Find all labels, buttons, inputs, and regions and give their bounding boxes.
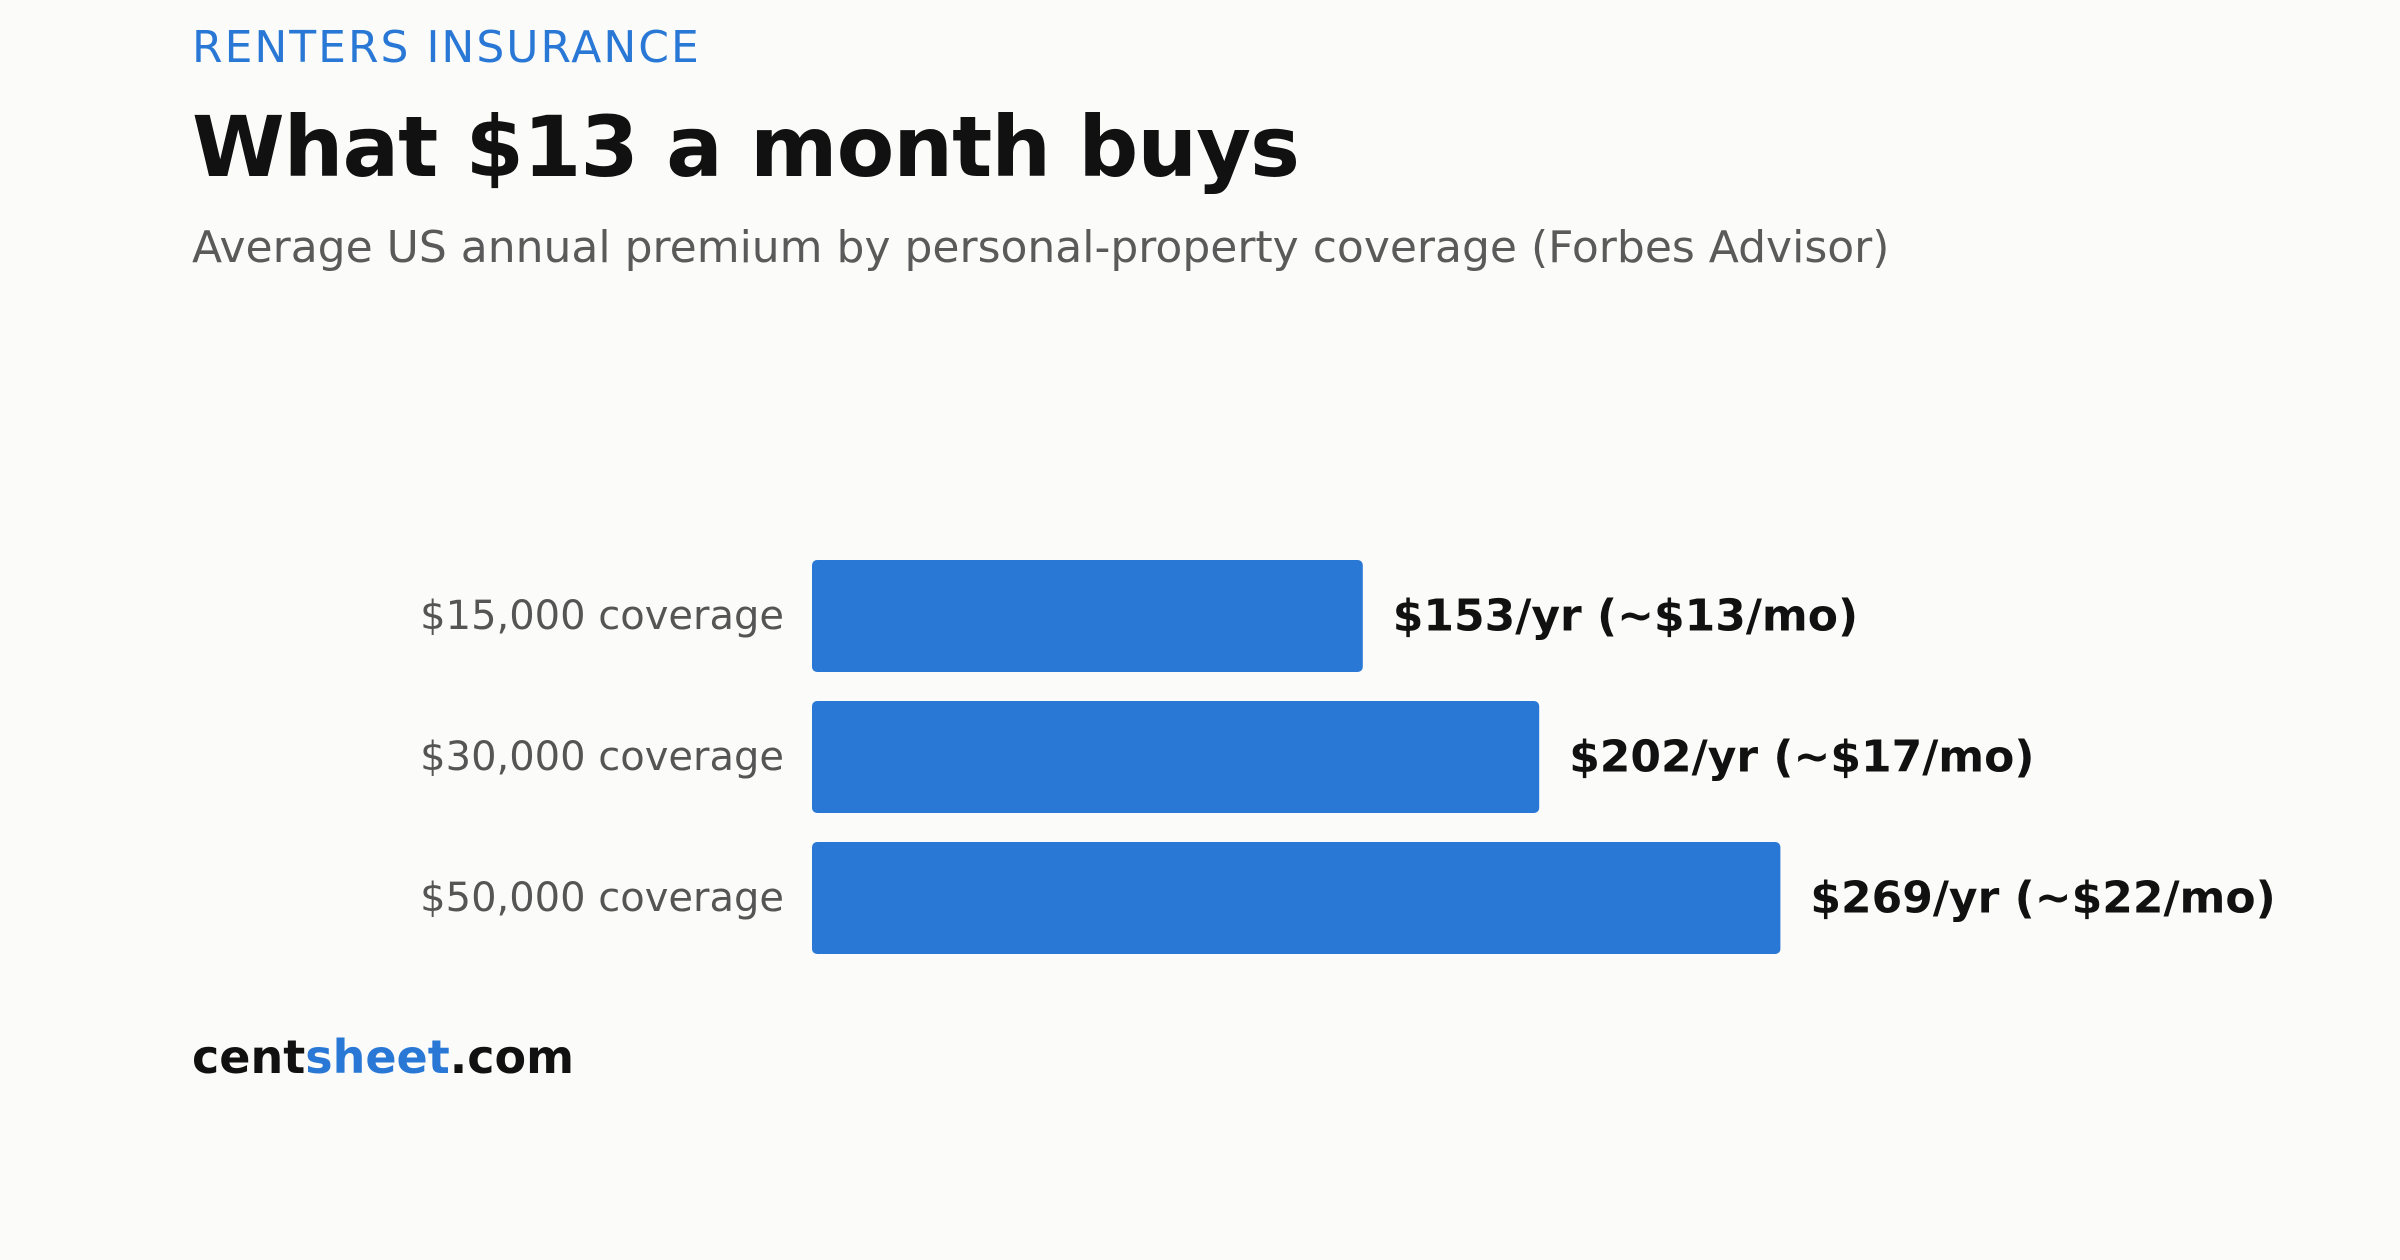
bar xyxy=(812,701,1540,813)
chart-kicker: RENTERS INSURANCE xyxy=(192,22,701,73)
value-label: $269/yr (~$22/mo) xyxy=(1810,873,2275,924)
bar xyxy=(812,842,1781,954)
bar xyxy=(812,560,1363,672)
brand-part-cent: cent xyxy=(192,1030,306,1084)
value-label: $202/yr (~$17/mo) xyxy=(1569,732,2034,783)
chart-subtitle: Average US annual premium by personal-pr… xyxy=(192,222,1890,273)
category-label: $50,000 coverage xyxy=(420,875,784,921)
brand-part-domain: .com xyxy=(449,1030,574,1084)
chart-title: What $13 a month buys xyxy=(192,98,1300,196)
category-label: $15,000 coverage xyxy=(420,593,784,639)
category-label: $30,000 coverage xyxy=(420,734,784,780)
brand-part-sheet: sheet xyxy=(305,1030,450,1084)
brand-logo: centsheet.com xyxy=(192,1030,574,1084)
value-label: $153/yr (~$13/mo) xyxy=(1393,591,1858,642)
